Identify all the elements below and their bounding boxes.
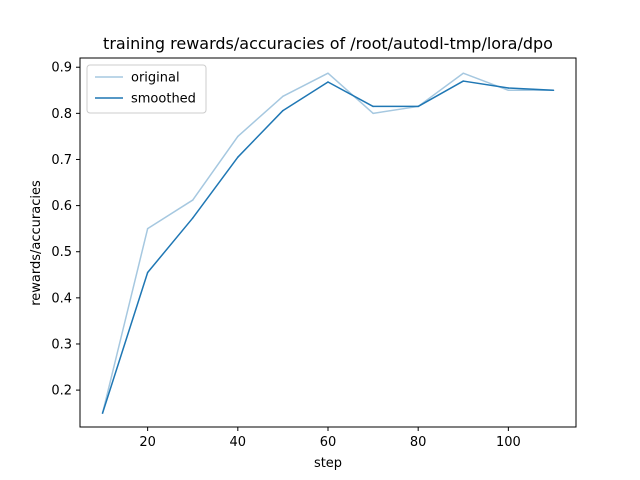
data-point [327, 72, 329, 74]
data-point [462, 72, 465, 74]
data-point [507, 87, 510, 89]
data-point [372, 105, 374, 108]
data-point [237, 156, 239, 158]
chart-title: training rewards/accuracies of /root/aut… [103, 34, 553, 53]
data-point [237, 135, 239, 138]
data-point [146, 271, 149, 274]
data-point [282, 95, 284, 98]
y-tick-label: 0.4 [51, 291, 72, 306]
legend-label-smoothed: smoothed [131, 92, 196, 107]
y-axis: 0.2 0.3 0.4 0.5 0.6 0.7 0.8 0.9 [51, 61, 80, 399]
x-tick-label: 60 [320, 435, 337, 450]
x-tick-label: 20 [139, 435, 156, 450]
data-point [101, 412, 104, 414]
y-tick-label: 0.2 [51, 384, 72, 399]
data-point [552, 89, 555, 92]
data-point [417, 105, 419, 108]
series-points-smoothed [101, 80, 555, 414]
y-tick-label: 0.3 [51, 337, 72, 352]
x-axis: 20 40 60 80 100 [139, 427, 521, 450]
x-tick-label: 80 [410, 435, 427, 450]
data-point [191, 199, 194, 201]
legend-label-original: original [131, 71, 180, 86]
data-point [327, 81, 329, 83]
x-axis-title: step [314, 456, 342, 471]
data-point [372, 112, 374, 115]
series-layer [101, 72, 555, 414]
y-axis-title: rewards/accuracies [29, 180, 44, 306]
legend: original smoothed [86, 64, 207, 114]
data-point [191, 217, 194, 219]
y-tick-label: 0.7 [51, 153, 72, 168]
data-point [146, 227, 149, 230]
y-tick-label: 0.8 [51, 107, 72, 122]
y-tick-label: 0.6 [51, 199, 72, 214]
data-point [282, 109, 284, 112]
y-tick-label: 0.5 [51, 245, 72, 260]
y-tick-label: 0.9 [51, 61, 72, 76]
x-tick-label: 40 [230, 435, 247, 450]
x-tick-label: 100 [496, 435, 521, 450]
data-point [507, 89, 510, 92]
data-point [462, 80, 465, 82]
